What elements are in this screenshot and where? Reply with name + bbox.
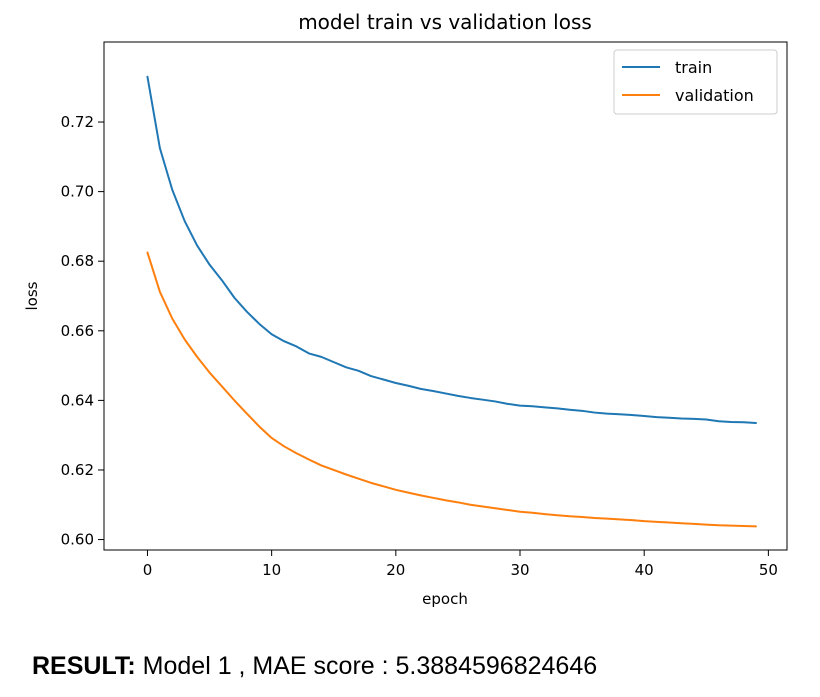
legend: train validation xyxy=(613,49,778,115)
y-tick-label: 0.64 xyxy=(61,391,94,409)
result-label: RESULT: xyxy=(32,652,136,680)
x-tick-label: 20 xyxy=(386,561,405,579)
plot-frame xyxy=(103,41,788,551)
series-line-train xyxy=(146,75,757,424)
result-text: Model 1 , MAE score : 5.3884596824646 xyxy=(142,652,598,680)
x-tick-label: 40 xyxy=(635,561,654,579)
y-axis-label: loss xyxy=(23,281,41,310)
legend-train-label: train xyxy=(675,58,712,77)
result-line: RESULT: Model 1 , MAE score : 5.38845968… xyxy=(32,652,597,681)
y-tick-label: 0.60 xyxy=(61,531,94,549)
chart-title: model train vs validation loss xyxy=(298,10,592,34)
x-tick-label: 0 xyxy=(143,561,153,579)
series-line-validation xyxy=(146,251,757,528)
x-tick-label: 10 xyxy=(262,561,281,579)
y-tick-label: 0.68 xyxy=(61,252,94,270)
y-tick-label: 0.70 xyxy=(61,183,94,201)
series-lines xyxy=(146,75,757,528)
x-tick-label: 50 xyxy=(759,561,778,579)
x-axis-label: epoch xyxy=(422,590,468,608)
y-tick-label: 0.62 xyxy=(61,461,94,479)
loss-chart: model train vs validation loss 0.600.620… xyxy=(23,10,788,608)
x-tick-label: 30 xyxy=(510,561,529,579)
y-tick-label: 0.72 xyxy=(61,113,94,131)
y-axis-ticks: 0.60 0.62 0.64 0.66 0.68 0.70 0.72 xyxy=(61,113,104,549)
y-tick-label: 0.66 xyxy=(61,322,94,340)
x-axis-ticks: 0 10 20 30 40 50 xyxy=(143,550,778,579)
legend-validation-label: validation xyxy=(675,86,754,105)
